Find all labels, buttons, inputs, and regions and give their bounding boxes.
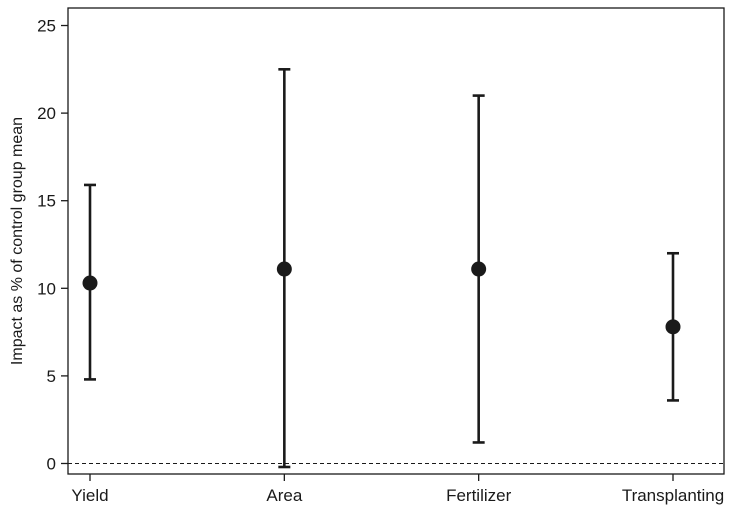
x-tick-label: Transplanting — [622, 486, 724, 505]
x-tick-label: Area — [266, 486, 302, 505]
plot-frame — [67, 7, 725, 475]
y-tick-label: 15 — [37, 192, 56, 211]
data-point — [665, 319, 681, 335]
y-axis: 0 5 10 15 20 25 — [37, 17, 68, 473]
y-tick-label: 0 — [47, 454, 56, 473]
x-tick-label: Fertilizer — [446, 486, 512, 505]
series-layer — [82, 68, 681, 469]
y-tick-label: 20 — [37, 104, 56, 123]
x-axis: Yield Area Fertilizer Transplanting — [71, 474, 724, 505]
y-axis-title: Impact as % of control group mean — [9, 117, 26, 365]
y-tick-label: 5 — [47, 367, 56, 386]
data-point — [82, 275, 98, 291]
y-tick-label: 25 — [37, 17, 56, 36]
x-tick-label: Yield — [71, 486, 108, 505]
y-tick-label: 10 — [37, 279, 56, 298]
data-point — [276, 261, 292, 277]
data-point — [471, 261, 487, 277]
